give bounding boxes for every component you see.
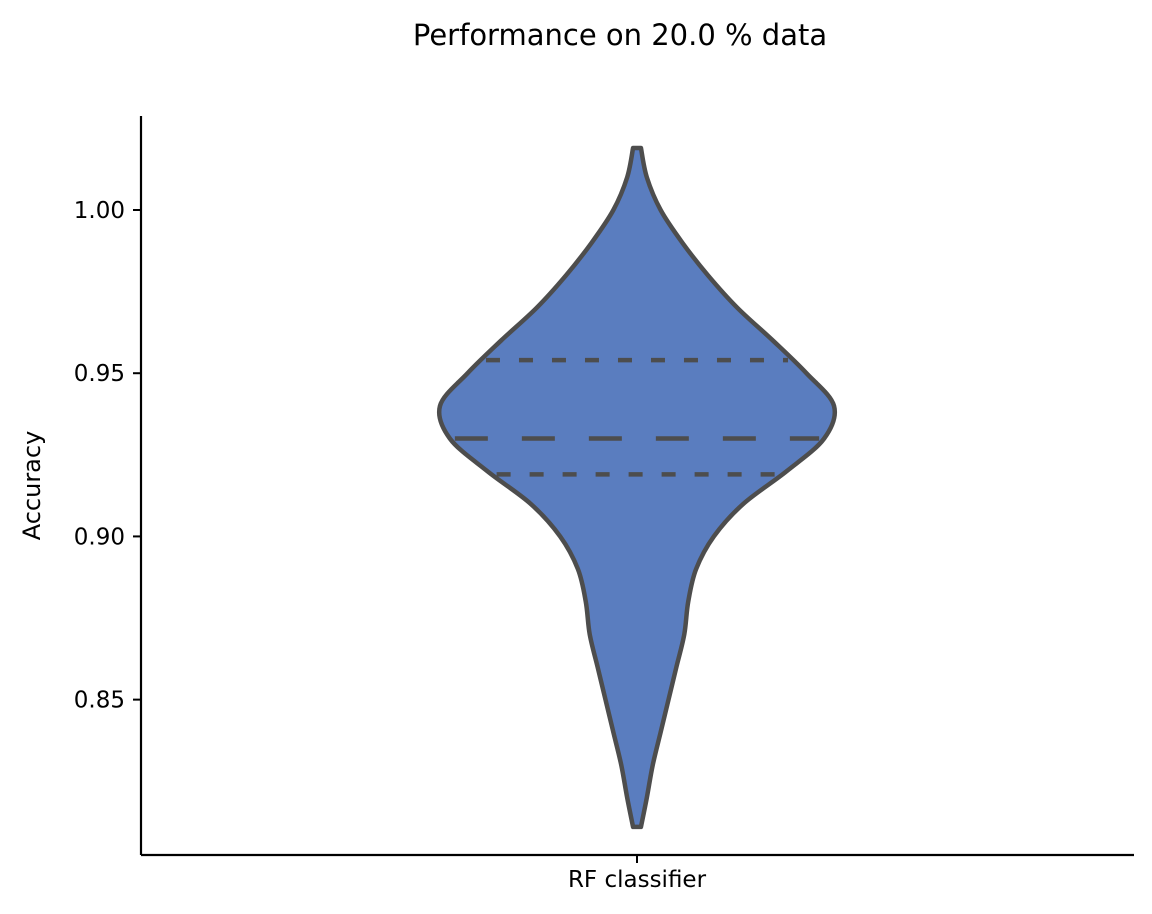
y-tick-label: 0.95 [74,361,125,387]
y-axis-label: Accuracy [18,431,46,541]
y-tick-label: 1.00 [74,198,125,224]
x-axis-ticks: RF classifier [568,855,707,893]
y-tick-label: 0.90 [74,524,125,550]
x-tick-label: RF classifier [568,867,707,893]
plot-area [436,145,838,830]
quartile-lines [454,357,820,477]
y-axis-ticks: 0.85 0.90 0.95 1.00 [74,198,141,714]
violin-body [436,145,838,830]
chart-title: Performance on 20.0 % data [413,18,827,52]
y-tick-label: 0.85 [74,688,125,714]
